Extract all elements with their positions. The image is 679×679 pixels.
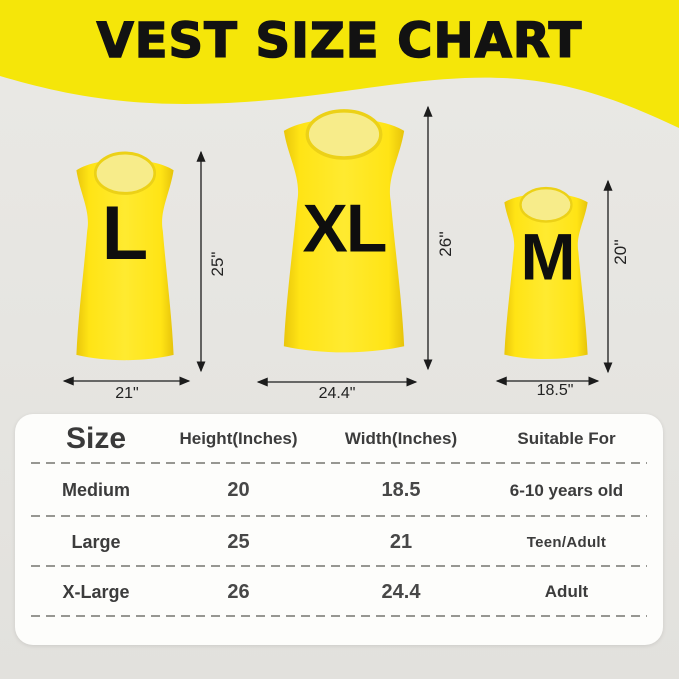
height-label-large: 25" bbox=[208, 251, 227, 277]
cell-width: 21 bbox=[389, 530, 413, 553]
column-header-height: Height(Inches) bbox=[179, 429, 298, 448]
cell-height: 26 bbox=[227, 580, 250, 603]
table-header-row: Size Height(Inches) Width(Inches) Suitab… bbox=[31, 414, 647, 464]
table-row-large: Large 25 21 Teen/Adult bbox=[31, 517, 647, 567]
cell-suitable: 6-10 years old bbox=[509, 480, 624, 500]
table-row-medium: Medium 20 18.5 6-10 years old bbox=[31, 464, 647, 517]
vest-medium-letter: M bbox=[520, 219, 576, 294]
vest-large-letter: L bbox=[101, 190, 149, 276]
cell-suitable: Teen/Adult bbox=[526, 533, 607, 551]
column-header-size: Size bbox=[65, 422, 127, 455]
page-title: VEST SIZE CHART bbox=[96, 12, 583, 70]
cell-height: 20 bbox=[227, 479, 250, 501]
cell-size: Large bbox=[71, 531, 121, 552]
cell-size: X-Large bbox=[62, 581, 130, 602]
cell-suitable: Adult bbox=[544, 582, 589, 601]
width-label-large: 21" bbox=[115, 385, 139, 402]
cell-width: 24.4 bbox=[381, 580, 421, 603]
cell-height: 25 bbox=[227, 530, 250, 553]
cell-width: 18.5 bbox=[381, 479, 421, 501]
table-row-xlarge: X-Large 26 24.4 Adult bbox=[31, 567, 647, 617]
size-chart-card: Size Height(Inches) Width(Inches) Suitab… bbox=[15, 414, 663, 645]
column-header-width: Width(Inches) bbox=[344, 429, 458, 448]
height-label-xlarge: 26'' bbox=[436, 231, 455, 257]
vest-xlarge-letter: XL bbox=[302, 190, 388, 267]
cell-size: Medium bbox=[61, 480, 130, 500]
width-label-xlarge: 24.4" bbox=[318, 385, 356, 402]
width-label-medium: 18.5" bbox=[536, 382, 574, 399]
column-header-suitable: Suitable For bbox=[517, 429, 616, 448]
banner-wave bbox=[0, 0, 679, 128]
height-label-medium: 20'' bbox=[611, 239, 630, 265]
